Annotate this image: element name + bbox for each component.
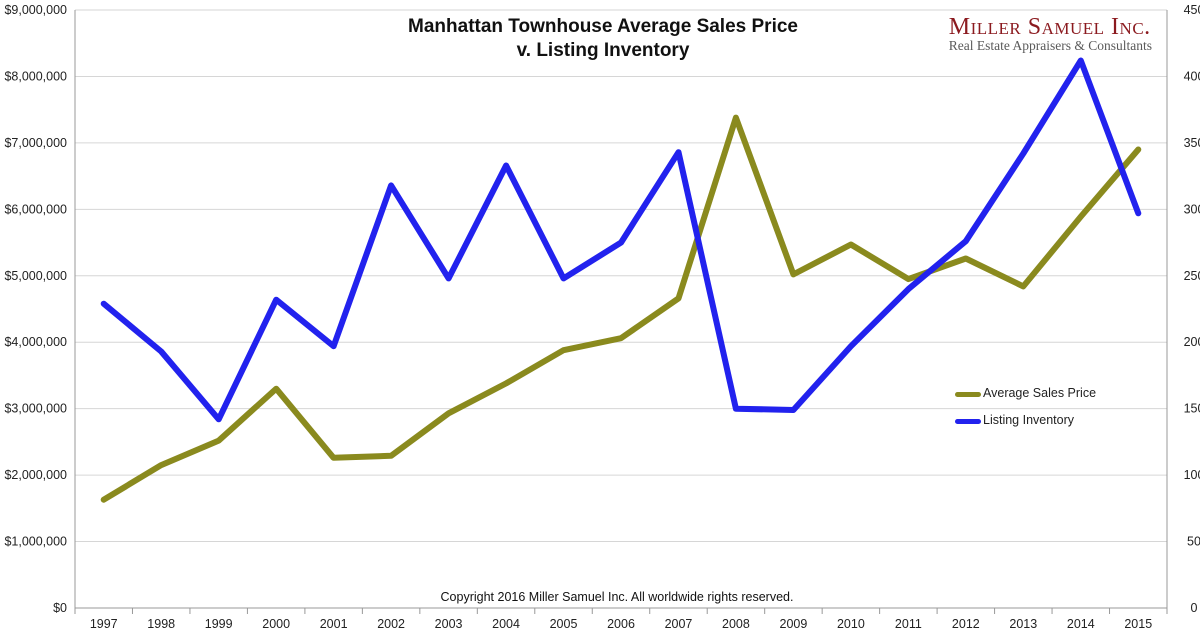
- x-tick-label: 2014: [1067, 617, 1095, 631]
- y-left-tick-label: $3,000,000: [4, 402, 67, 416]
- y-right-tick-label: 400: [1184, 69, 1200, 83]
- x-tick-label: 2006: [607, 617, 635, 631]
- legend-item-inventory: Listing Inventory: [955, 413, 1075, 427]
- x-tick-label: 2012: [952, 617, 980, 631]
- x-tick-label: 1998: [147, 617, 175, 631]
- y-right-tick-label: 100: [1184, 468, 1200, 482]
- legend-swatch-inventory: [955, 419, 981, 424]
- x-tick-label: 2001: [320, 617, 348, 631]
- x-tick-label: 2007: [665, 617, 693, 631]
- x-tick-label: 2005: [550, 617, 578, 631]
- y-left-tick-label: $8,000,000: [4, 69, 67, 83]
- y-left-tick-label: $6,000,000: [4, 202, 67, 216]
- y-right-tick-label: 0: [1191, 601, 1198, 615]
- copyright-notice: Copyright 2016 Miller Samuel Inc. All wo…: [440, 590, 794, 604]
- y-right-tick-label: 50: [1187, 535, 1200, 549]
- y-right-tick-label: 300: [1184, 202, 1200, 216]
- x-tick-label: 1999: [205, 617, 233, 631]
- legend-label-inventory: Listing Inventory: [983, 413, 1075, 427]
- x-tick-label: 2015: [1124, 617, 1152, 631]
- y-right-tick-label: 350: [1184, 136, 1200, 150]
- chart-subtitle: v. Listing Inventory: [516, 40, 690, 61]
- series-line-listing-inventory: [100, 57, 1142, 423]
- y-left-tick-label: $1,000,000: [4, 535, 67, 549]
- x-tick-label: 2008: [722, 617, 750, 631]
- x-tick-label: 2009: [780, 617, 808, 631]
- y-right-tick-label: 150: [1184, 402, 1200, 416]
- y-left-tick-label: $5,000,000: [4, 269, 67, 283]
- x-tick-label: 2000: [262, 617, 290, 631]
- series-line-average-sales-price: [100, 114, 1142, 503]
- legend-item-price: Average Sales Price: [955, 386, 1097, 400]
- legend-swatch-price: [955, 392, 981, 397]
- y-left-tick-label: $0: [53, 601, 67, 615]
- y-right-tick-label: 450: [1184, 3, 1200, 17]
- x-tick-label: 2011: [895, 617, 922, 631]
- y-right-tick-label: 250: [1184, 269, 1200, 283]
- x-tick-label: 2004: [492, 617, 520, 631]
- x-tick-label: 2013: [1009, 617, 1037, 631]
- chart-title: Manhattan Townhouse Average Sales Price: [408, 16, 798, 37]
- x-tick-label: 2002: [377, 617, 405, 631]
- legend-label-price: Average Sales Price: [983, 386, 1097, 400]
- x-tick-label: 2003: [435, 617, 463, 631]
- y-left-tick-label: $4,000,000: [4, 335, 67, 349]
- x-tick-label: 2010: [837, 617, 865, 631]
- y-right-tick-label: 200: [1184, 335, 1200, 349]
- x-tick-label: 1997: [90, 617, 118, 631]
- company-logo: Miller Samuel Inc. Real Estate Appraiser…: [949, 14, 1152, 54]
- logo-name: Miller Samuel Inc.: [948, 14, 1151, 40]
- logo-tagline: Real Estate Appraisers & Consultants: [948, 38, 1152, 53]
- y-left-tick-label: $2,000,000: [4, 468, 67, 482]
- y-left-tick-label: $7,000,000: [4, 136, 67, 150]
- y-left-tick-label: $9,000,000: [4, 3, 67, 17]
